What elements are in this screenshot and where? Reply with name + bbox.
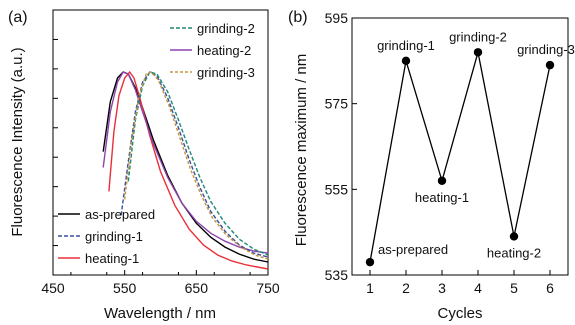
panel-a-curve-heating-1 <box>108 70 269 270</box>
panel-b-ticks: 535 555 575 595 1 2 3 4 5 6 <box>325 10 554 296</box>
legend-label-heating-2: heating-2 <box>197 43 251 58</box>
panel-b-point <box>509 232 519 241</box>
panel-a-ylabel: Fluorescence Intensity (a.u.) <box>9 47 26 236</box>
panel-a-x-tick-label: 450 <box>41 280 65 296</box>
panel-b-series <box>365 48 555 267</box>
panel-b-point-label-grinding-3: grinding-3 <box>517 42 575 57</box>
panel-b-point <box>437 176 447 185</box>
panel-b: (b) 535 555 575 595 1 2 3 4 5 6 as-prepared grindi… <box>288 9 575 322</box>
panel-a-legend: grinding-2 heating-2 grinding-3 as-prepared… <box>58 21 255 266</box>
panel-b-x-tick-label: 4 <box>474 280 482 296</box>
legend-label-grinding-3: grinding-3 <box>197 65 255 80</box>
panel-a-x-tick-label: 550 <box>113 280 137 296</box>
legend-label-grinding-1: grinding-1 <box>85 229 143 244</box>
panel-b-x-tick-label: 3 <box>438 280 446 296</box>
panel-a-label: (a) <box>8 9 28 26</box>
panel-a-x-tick-label: 750 <box>256 280 280 296</box>
panel-a-curve-heating-2 <box>102 71 269 254</box>
panel-b-point <box>401 56 411 66</box>
legend-label-as-prepared: as-prepared <box>85 207 155 222</box>
panel-b-x-tick-label: 6 <box>546 280 554 296</box>
panel-b-y-tick-label: 535 <box>325 267 349 283</box>
panel-a-xlabel: Wavelength / nm <box>104 305 216 322</box>
panel-b-line <box>369 52 551 263</box>
panel-a-curve-grinding-3 <box>124 71 269 260</box>
panel-b-ylabel: Fluorescence maximum / nm <box>293 54 310 247</box>
panel-a-curve-as-prepared <box>102 71 269 263</box>
panel-b-point-label-as-prepared: as-prepared <box>378 242 448 257</box>
panel-a-curves <box>102 70 269 270</box>
panel-b-label: (b) <box>288 9 308 26</box>
panel-b-point-label-grinding-1: grinding-1 <box>377 38 435 53</box>
panel-b-point-labels: as-prepared grinding-1 heating-1 grinding-2… <box>377 29 575 260</box>
panel-b-point <box>545 60 555 70</box>
panel-a-plot-frame <box>52 9 269 276</box>
panel-b-point <box>365 257 375 267</box>
panel-a-curve-grinding-2 <box>127 71 269 256</box>
panel-b-xlabel: Cycles <box>437 305 482 322</box>
panel-b-y-tick-label: 555 <box>325 181 349 197</box>
panel-b-y-tick-label: 575 <box>325 96 349 112</box>
panel-b-plot-frame <box>351 17 569 276</box>
panel-b-x-tick-label: 5 <box>510 280 518 296</box>
panel-b-y-tick-label: 595 <box>325 10 349 26</box>
panel-b-x-tick-label: 1 <box>366 280 374 296</box>
panel-b-point <box>473 48 483 57</box>
panel-a-ticks: 450 550 650 750 <box>41 38 280 296</box>
panel-b-x-tick-label: 2 <box>402 280 410 296</box>
panel-b-point-label-grinding-2: grinding-2 <box>449 29 507 44</box>
panel-b-point-label-heating-1: heating-1 <box>415 190 469 205</box>
panel-a-curve-grinding-1 <box>120 71 269 258</box>
panel-a-x-tick-label: 650 <box>185 280 209 296</box>
legend-label-grinding-2: grinding-2 <box>197 21 255 36</box>
panel-a: (a) 450 550 650 750 grinding-2heating-2grin… <box>8 9 280 322</box>
panel-b-point-label-heating-2: heating-2 <box>487 245 541 260</box>
legend-label-heating-1: heating-1 <box>85 251 139 266</box>
